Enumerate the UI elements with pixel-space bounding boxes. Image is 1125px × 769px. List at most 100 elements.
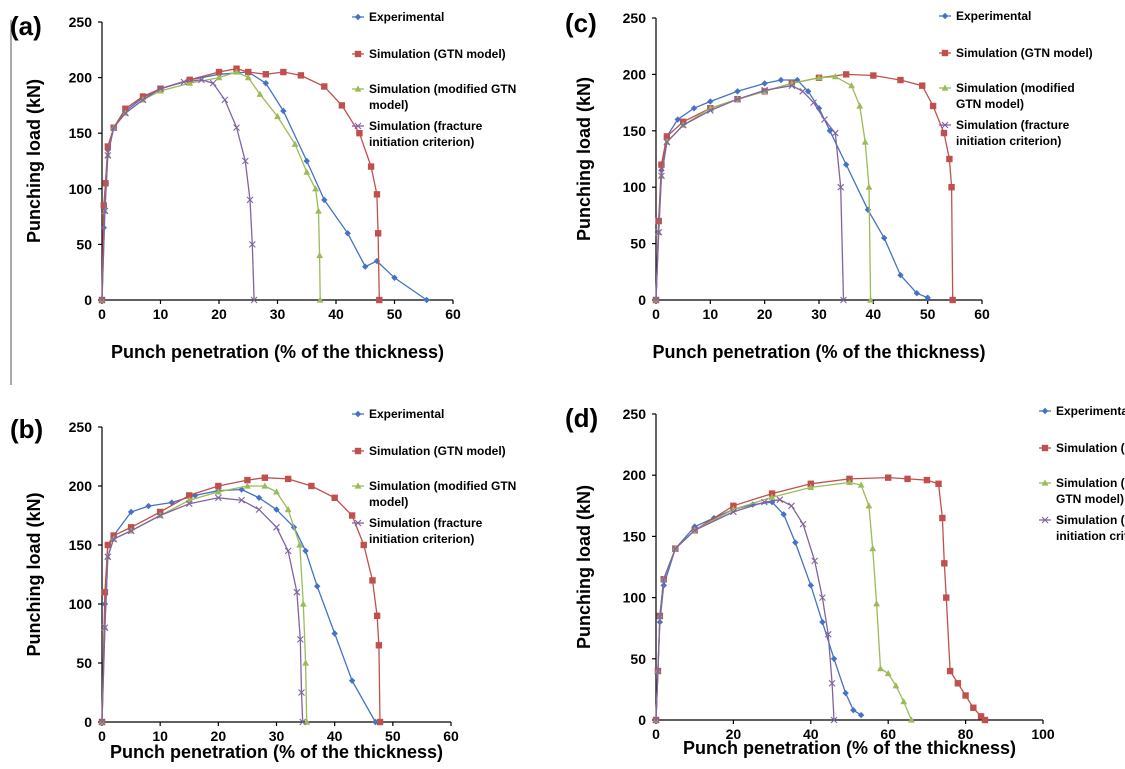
data-point-experimental [273,506,280,513]
legend-item-gtn: Simulation (GTN model) [352,47,506,61]
data-point-gtn [935,480,942,487]
legend-marker-gtn [354,447,362,455]
x-tick-label: 30 [270,306,286,322]
y-axis-title: Punching load (kN) [24,79,44,243]
data-point-gtn [280,68,287,76]
data-point-experimental [391,274,398,281]
data-point-fracture [246,196,254,204]
data-point-fracture [238,496,245,504]
legend-marker-experimental [354,410,362,418]
y-axis-title: Punching load (kN) [574,77,594,241]
data-point-modified-gtn [157,87,164,94]
data-point-modified-gtn [273,488,280,495]
data-point-experimental [850,707,857,714]
data-point-gtn [768,490,776,497]
data-point-gtn [929,102,937,110]
data-point-fracture [98,718,106,726]
data-point-fracture [241,157,249,165]
data-point-fracture [671,545,679,553]
data-point-gtn [949,296,956,304]
series-line-modified-gtn [655,76,872,301]
data-point-fracture [233,124,240,132]
x-tick-label: 40 [803,726,819,742]
y-tick-label: 150 [69,125,93,141]
data-point-modified-gtn [244,482,251,489]
y-tick-label: 250 [69,419,93,435]
series-gtn [98,474,384,726]
data-point-gtn [943,594,950,601]
data-point-fracture [299,718,307,726]
data-point-fracture [248,241,256,248]
series-line-gtn [101,477,381,723]
legend-marker-fracture [1041,516,1049,524]
data-point-experimental [303,157,310,165]
data-point-modified-gtn [768,493,776,500]
legend-item-gtn: Simulation (GTN model) [939,46,1093,60]
data-point-gtn [348,512,356,519]
y-axis-title: Punching load (kN) [24,492,44,656]
data-point-gtn [215,482,222,490]
x-tick-label: 20 [757,306,773,322]
data-point-experimental [314,583,321,590]
data-point-fracture [824,630,832,638]
data-point-modified-gtn [856,102,864,109]
x-tick-label: 20 [211,728,227,744]
data-point-experimental [423,296,430,304]
data-point-fracture [734,95,741,103]
x-tick-label: 40 [328,306,344,322]
y-tick-label: 100 [69,596,93,612]
legend-item-fracture: Simulation (fracture initiation criterion… [352,516,483,546]
data-point-fracture [156,512,164,519]
x-tick-label: 0 [98,306,106,322]
y-tick-label: 50 [76,236,92,252]
x-tick-label: 50 [387,306,403,322]
data-point-fracture [837,183,845,191]
legend-label: Simulation (modified GTN [369,82,516,96]
data-point-experimental [331,630,338,637]
legend-marker-gtn [354,50,362,58]
data-point-modified-gtn [244,74,252,81]
data-point-modified-gtn [291,140,299,147]
data-point-fracture [255,506,263,513]
legend-label: Simulation (modified GTN [369,479,516,493]
data-point-fracture [679,121,687,129]
data-point-fracture [691,526,699,534]
data-point-fracture [821,116,828,123]
legend-marker-fracture [354,519,362,527]
data-point-gtn [261,474,269,481]
legend-marker-modified-gtn [354,482,362,489]
data-point-modified-gtn [312,185,319,192]
series-fracture [98,494,307,726]
data-point-gtn [807,480,814,487]
data-point-gtn [663,133,671,140]
legend-label: Simulation (modified [1056,476,1125,490]
data-point-experimental [842,161,850,168]
data-point-experimental [280,107,287,115]
data-point-experimental [924,294,931,301]
data-point-gtn [215,68,223,76]
data-point-gtn [948,184,955,191]
data-point-experimental [262,79,269,87]
data-point-gtn [870,72,877,79]
data-point-gtn [104,541,112,549]
data-point-gtn [369,577,376,584]
y-tick-label: 0 [638,712,646,728]
legend-marker-experimental [941,12,949,20]
series-fracture [98,76,258,304]
data-point-modified-gtn [186,79,194,86]
data-point-experimental [815,105,823,112]
legend-marker-gtn [941,49,949,57]
data-point-fracture [104,553,112,561]
data-point-gtn [102,180,109,187]
legend-marker-modified-gtn [941,84,949,91]
data-point-gtn [360,541,367,549]
data-point-gtn [373,191,381,198]
legend-marker-experimental [1041,407,1049,415]
data-point-experimental [145,502,152,510]
legend-label: Experimental [1056,404,1125,418]
data-point-modified-gtn [303,168,311,175]
legend: Experimental Simulation (GTN model) Simula… [1039,404,1125,543]
data-point-fracture [656,612,664,620]
data-point-modified-gtn [233,68,240,75]
panel-d: (d) 0 50 100 150 200 250 0 20 40 60 80 100 Punch pene… [565,403,1125,758]
